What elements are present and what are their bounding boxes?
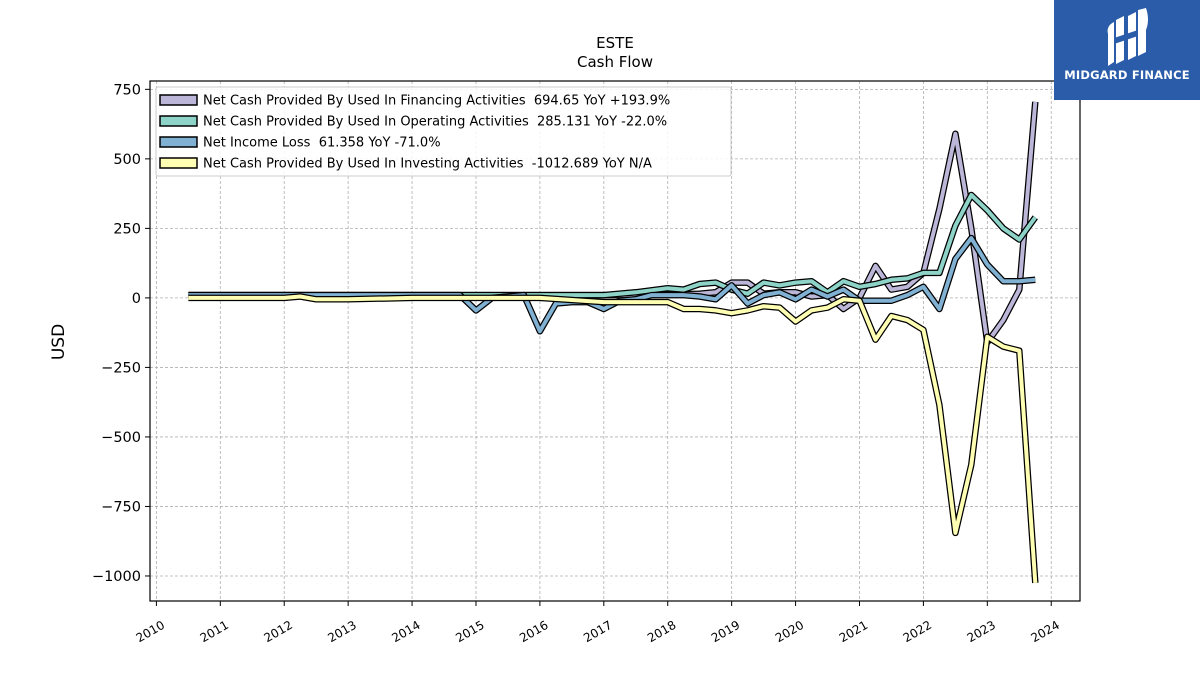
y-tick-label: 250 xyxy=(113,221,141,237)
series-4-outline xyxy=(188,293,1039,584)
legend-label: Net Cash Provided By Used In Financing A… xyxy=(203,94,670,109)
legend-swatch xyxy=(159,115,198,127)
x-tick-label: 2018 xyxy=(645,618,678,645)
plot-frame xyxy=(149,80,1081,602)
y-tick-label: −1000 xyxy=(92,569,141,585)
x-axis: 2010 2011 2012 2013 2014 2015 2016 2017 2018 2019… xyxy=(134,601,1062,645)
legend-swatch xyxy=(159,136,198,148)
legend-swatch xyxy=(159,157,198,169)
x-tick-label: 2015 xyxy=(453,618,486,645)
y-axis: 750 500 250 0 −250 −500 −750 −1000 xyxy=(92,82,150,585)
legend: Net Cash Provided By Used In Financing A… xyxy=(155,86,732,177)
series-3-line xyxy=(188,236,1036,334)
brand-name: MIDGARD FINANCE xyxy=(1064,68,1190,82)
brand-logo: MIDGARD FINANCE xyxy=(1054,0,1200,100)
x-tick-label: 2020 xyxy=(773,618,806,645)
x-tick-label: 2024 xyxy=(1029,618,1062,645)
midgard-logo-icon xyxy=(1107,8,1148,66)
y-tick-label: −750 xyxy=(101,499,141,515)
x-tick-label: 2014 xyxy=(389,618,422,645)
y-tick-label: −250 xyxy=(101,360,141,376)
y-tick-label: 0 xyxy=(132,291,141,307)
x-tick-label: 2023 xyxy=(965,618,998,645)
series-lines xyxy=(188,101,1039,584)
x-tick-label: 2017 xyxy=(581,618,614,645)
chart-subtitle: Cash Flow xyxy=(577,53,653,71)
x-tick-label: 2022 xyxy=(901,618,934,645)
legend-label: Net Income Loss 61.358 YoY -71.0% xyxy=(203,136,441,151)
series-2-line xyxy=(188,193,1037,298)
x-tick-label: 2021 xyxy=(837,618,870,645)
legend-label: Net Cash Provided By Used In Investing A… xyxy=(203,157,652,172)
chart-title: ESTE xyxy=(596,34,634,52)
y-tick-label: 750 xyxy=(113,82,141,98)
y-axis-label: USD xyxy=(49,324,69,360)
y-tick-label: 500 xyxy=(113,152,141,168)
x-tick-label: 2010 xyxy=(134,618,167,645)
series-4-line xyxy=(188,294,1038,584)
x-tick-label: 2019 xyxy=(709,618,742,645)
legend-swatch xyxy=(159,94,198,106)
legend-box xyxy=(155,86,732,177)
x-tick-label: 2016 xyxy=(517,618,550,645)
x-tick-label: 2011 xyxy=(198,618,231,645)
y-tick-label: −500 xyxy=(101,430,141,446)
legend-label: Net Cash Provided By Used In Operating A… xyxy=(203,115,667,130)
x-tick-label: 2013 xyxy=(325,618,358,645)
x-tick-label: 2012 xyxy=(261,618,294,645)
